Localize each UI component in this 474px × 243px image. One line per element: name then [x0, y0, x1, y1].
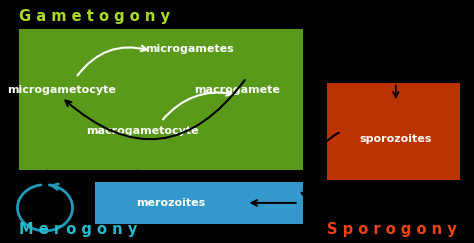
- Text: microgametes: microgametes: [145, 43, 234, 54]
- FancyBboxPatch shape: [327, 83, 460, 180]
- Text: merozoites: merozoites: [136, 198, 205, 208]
- Text: macrogametocyte: macrogametocyte: [86, 126, 199, 136]
- FancyBboxPatch shape: [95, 182, 303, 224]
- Text: microgametocyte: microgametocyte: [7, 85, 116, 95]
- Text: M e r o g o n y: M e r o g o n y: [19, 222, 137, 237]
- Text: S p o r o g o n y: S p o r o g o n y: [327, 222, 457, 237]
- FancyBboxPatch shape: [19, 29, 303, 170]
- Text: sporozoites: sporozoites: [360, 133, 432, 144]
- Text: G a m e t o g o n y: G a m e t o g o n y: [19, 9, 170, 24]
- Text: macrogamete: macrogamete: [194, 85, 280, 95]
